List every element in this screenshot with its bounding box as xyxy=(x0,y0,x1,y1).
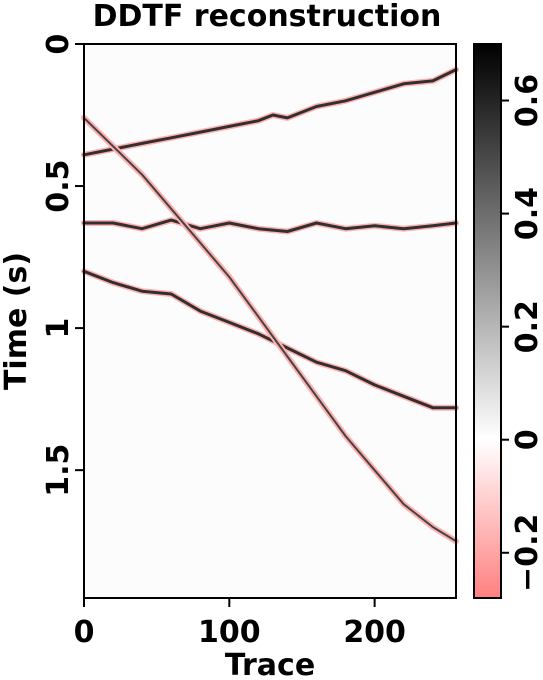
y-tick-label: 0 xyxy=(41,34,76,55)
event-line xyxy=(82,218,458,233)
colorbar-tick-label: 0.4 xyxy=(510,187,543,240)
colorbar-tick-label: −0.2 xyxy=(510,514,543,592)
colorbar: −0.2 0 0.2 0.4 0.6 xyxy=(473,43,543,599)
colorbar-ticks: −0.2 0 0.2 0.4 0.6 xyxy=(501,74,543,592)
event-line xyxy=(83,116,457,543)
x-tick-label: 100 xyxy=(198,615,261,650)
y-axis: 0 0.5 1 1.5 xyxy=(41,34,84,497)
colorbar-gradient xyxy=(473,43,502,599)
colorbar-tick-label: 0.6 xyxy=(510,74,543,127)
colorbar-tick-label: 0.2 xyxy=(510,300,543,353)
y-tick-label: 1.5 xyxy=(41,444,76,497)
plot-background xyxy=(84,44,456,598)
seismic-events xyxy=(81,66,459,545)
event-line xyxy=(82,68,458,157)
x-tick-label: 0 xyxy=(74,615,95,650)
chart-title: DDTF reconstruction xyxy=(93,0,442,34)
y-axis-label: Time (s) xyxy=(0,252,34,390)
plot-area xyxy=(81,43,459,599)
y-tick-label: 0.5 xyxy=(41,160,76,213)
y-tick-label: 1 xyxy=(41,318,76,339)
x-axis-label: Trace xyxy=(225,648,315,680)
plot-frame xyxy=(83,43,457,599)
colorbar-tick-label: 0 xyxy=(510,429,543,450)
x-tick-label: 200 xyxy=(343,615,406,650)
x-axis: 0 100 200 xyxy=(74,598,406,650)
